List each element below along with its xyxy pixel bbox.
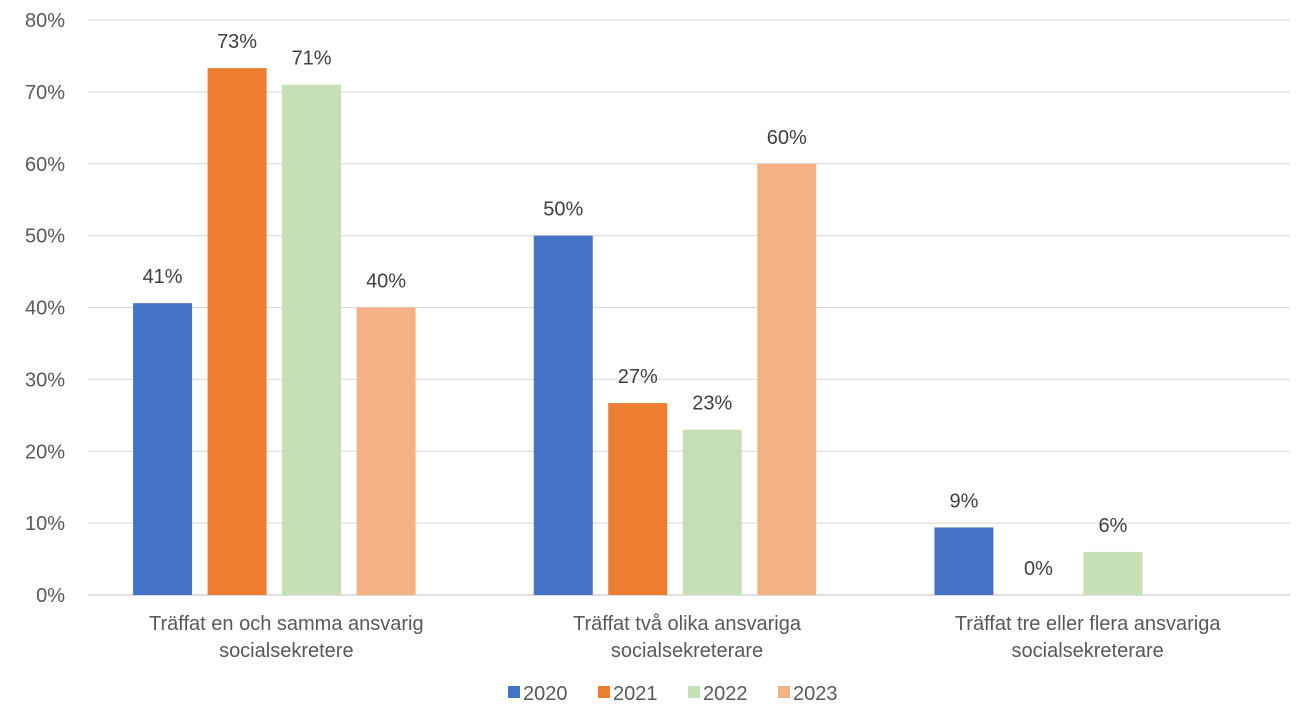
legend-label: 2022	[703, 683, 748, 705]
legend-swatch	[688, 686, 700, 698]
x-category-label: Träffat två olika ansvariga	[573, 613, 802, 635]
legend-label: 2023	[793, 683, 838, 705]
x-axis-categories: Träffat en och samma ansvarig socialsekre…	[149, 613, 1221, 662]
x-category-label: Träffat en och samma ansvarig	[149, 613, 424, 635]
y-axis-ticks: 0% 10% 20% 30% 40% 50% 60% 70% 80%	[25, 10, 65, 607]
y-tick-label: 20%	[25, 441, 65, 463]
y-tick-label: 80%	[25, 10, 65, 32]
y-tick-label: 30%	[25, 369, 65, 391]
bar-2022	[682, 429, 742, 595]
y-tick-label: 60%	[25, 154, 65, 176]
data-label: 41%	[143, 266, 183, 288]
bar-2020	[934, 527, 994, 595]
data-labels: 41% 50% 9% 73% 27% 0% 71% 23% 6% 40% 60%	[143, 31, 1128, 580]
legend-label: 2020	[523, 683, 568, 705]
data-label: 50%	[543, 199, 583, 221]
y-tick-label: 40%	[25, 298, 65, 320]
legend-swatch	[598, 686, 610, 698]
bar-2021	[207, 68, 267, 595]
bar-2021	[608, 403, 668, 595]
legend-swatch	[778, 686, 790, 698]
x-category-label: socialsekreterare	[1012, 640, 1164, 662]
data-label: 6%	[1098, 515, 1127, 537]
bar-2023	[356, 307, 416, 595]
bar-2023	[757, 163, 817, 595]
data-label: 73%	[217, 31, 257, 53]
legend-label: 2021	[613, 683, 658, 705]
data-label: 40%	[366, 271, 406, 293]
data-label: 23%	[692, 393, 732, 415]
y-tick-label: 70%	[25, 82, 65, 104]
data-label: 27%	[618, 366, 658, 388]
bar-2020	[133, 303, 193, 595]
y-tick-label: 10%	[25, 513, 65, 535]
y-tick-label: 0%	[36, 585, 65, 607]
y-tick-label: 50%	[25, 226, 65, 248]
bar-2020	[533, 235, 593, 595]
bars	[133, 68, 1143, 595]
data-label: 60%	[767, 127, 807, 149]
data-label: 71%	[292, 48, 332, 70]
data-label: 0%	[1024, 558, 1053, 580]
bar-2022	[282, 84, 342, 595]
data-label: 9%	[949, 490, 978, 512]
x-category-label: Träffat tre eller flera ansvariga	[955, 613, 1222, 635]
bar-2022	[1083, 551, 1143, 595]
legend-swatch	[508, 686, 520, 698]
x-category-label: socialsekreterare	[611, 640, 763, 662]
x-category-label: socialsekretere	[219, 640, 354, 662]
legend: 2020 2021 2022 2023	[508, 683, 838, 705]
